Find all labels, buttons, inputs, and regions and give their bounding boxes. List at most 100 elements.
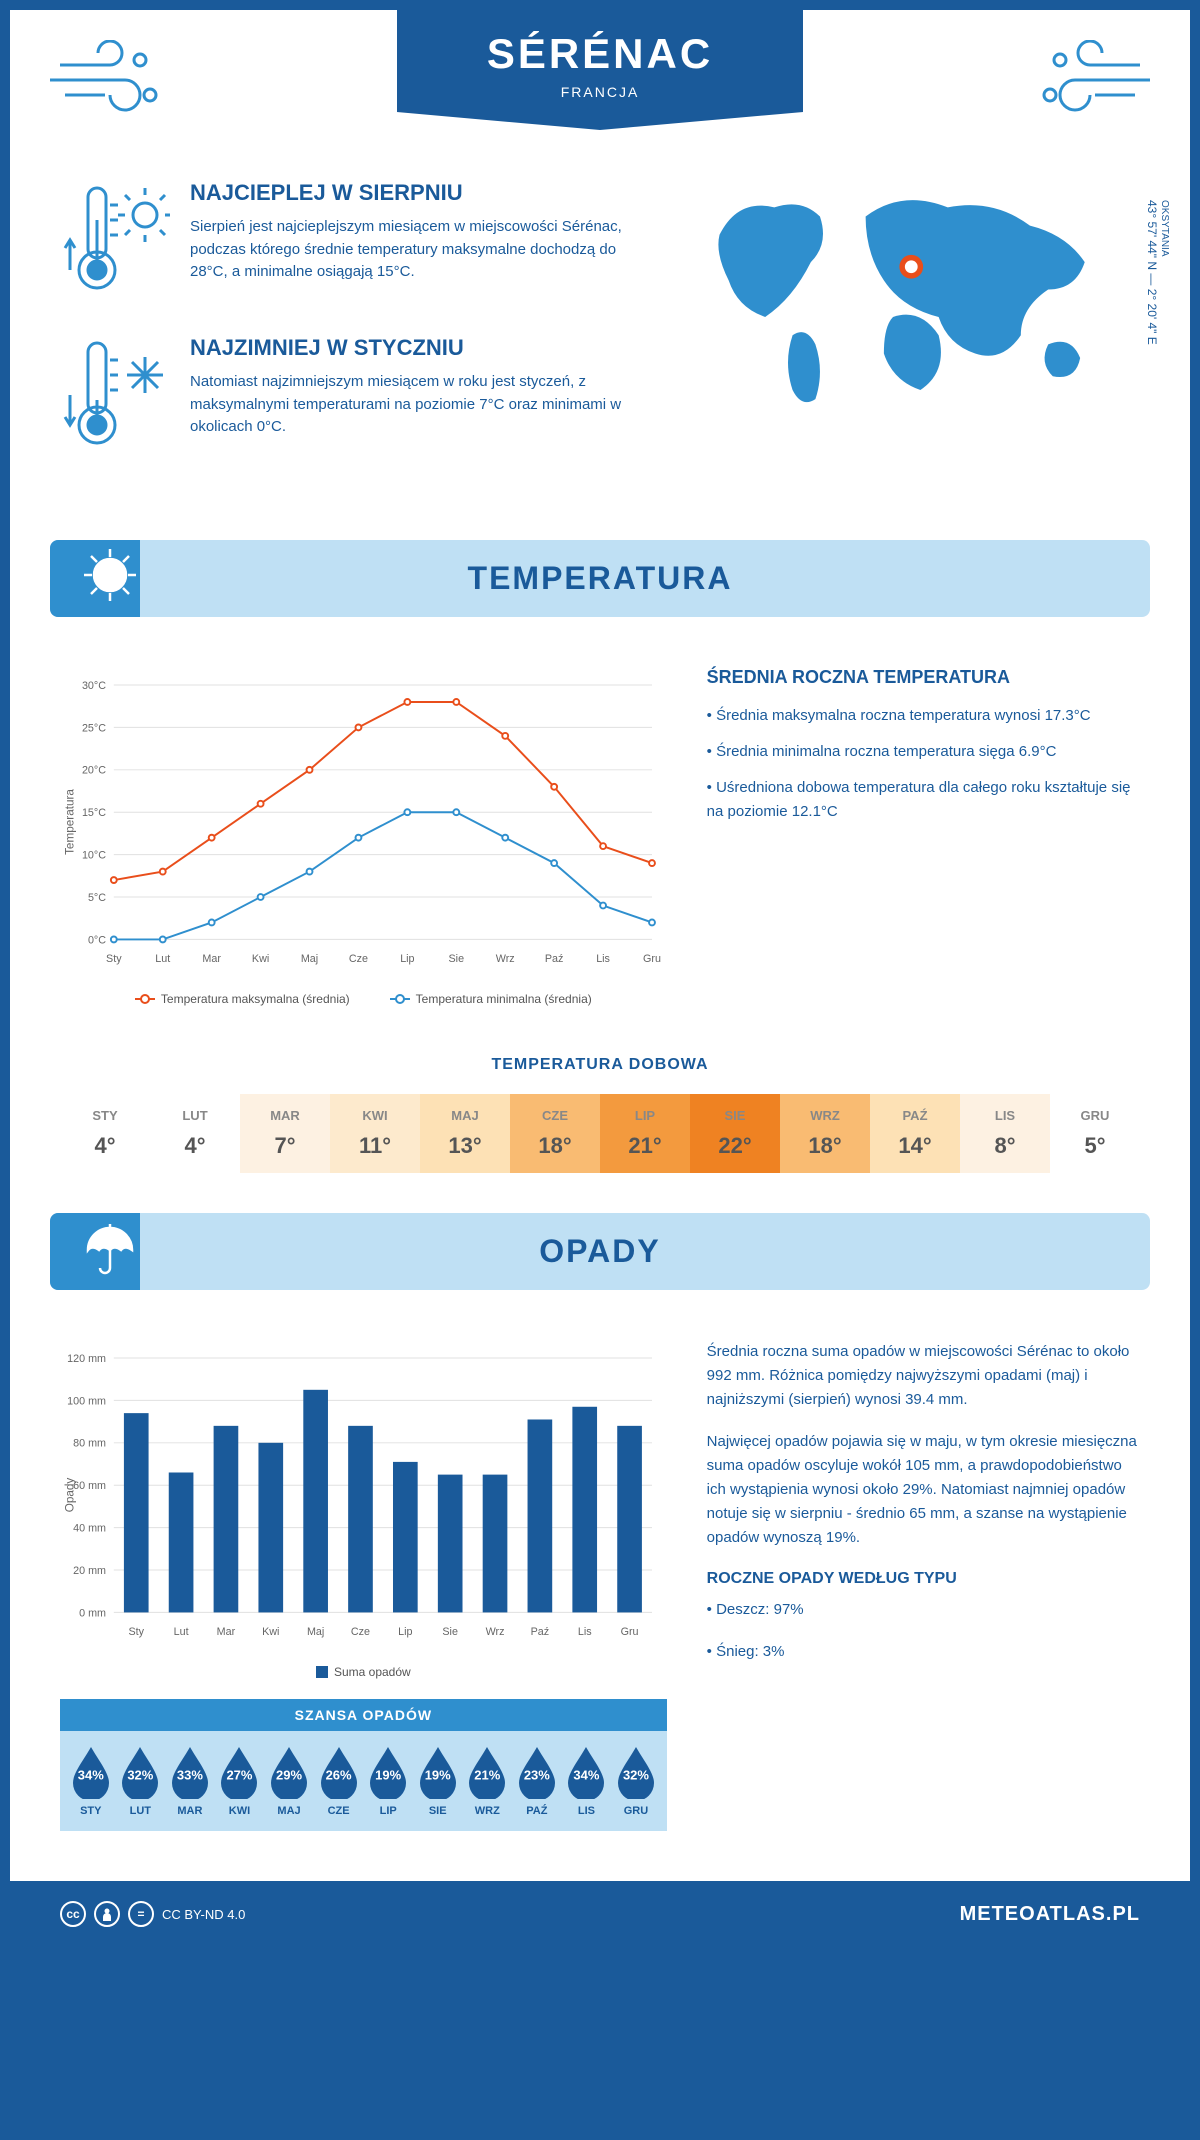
rain-p2: Najwięcej opadów pojawia się w maju, w t… — [707, 1430, 1140, 1550]
sun-icon — [80, 545, 140, 613]
svg-text:Kwi: Kwi — [262, 1626, 279, 1638]
hot-title: NAJCIEPLEJ W SIERPNIU — [190, 180, 653, 206]
svg-text:20°C: 20°C — [82, 765, 106, 777]
svg-text:25°C: 25°C — [82, 722, 106, 734]
coords-text: 43° 57' 44" N — 2° 20' 4" E — [1145, 200, 1159, 345]
svg-text:0 mm: 0 mm — [79, 1607, 106, 1619]
chance-cell: 29%MAJ — [264, 1745, 314, 1817]
chance-row: 34%STY32%LUT33%MAR27%KWI29%MAJ26%CZE19%L… — [60, 1731, 667, 1831]
intro-left: NAJCIEPLEJ W SIERPNIU Sierpień jest najc… — [60, 180, 653, 490]
bar-chart-legend: Suma opadów — [60, 1665, 667, 1679]
svg-text:Mar: Mar — [217, 1626, 236, 1638]
rain-p1: Średnia roczna suma opadów w miejscowośc… — [707, 1340, 1140, 1412]
chance-title: SZANSA OPADÓW — [60, 1699, 667, 1731]
coordinates: OKSYTANIA 43° 57' 44" N — 2° 20' 4" E — [1145, 200, 1170, 345]
umbrella-icon — [80, 1218, 140, 1286]
thermometer-snow-icon — [60, 335, 170, 460]
svg-text:15°C: 15°C — [82, 807, 106, 819]
chance-cell: 19%LIP — [363, 1745, 413, 1817]
svg-text:Lut: Lut — [155, 953, 170, 965]
svg-text:Sie: Sie — [449, 953, 465, 965]
temp-cell: LUT4° — [150, 1094, 240, 1173]
license-block: cc = CC BY-ND 4.0 — [60, 1901, 245, 1927]
svg-text:10°C: 10°C — [82, 850, 106, 862]
svg-text:Wrz: Wrz — [486, 1626, 505, 1638]
svg-text:Opady: Opady — [64, 1478, 77, 1513]
bar-chart-svg: 0 mm20 mm40 mm60 mm80 mm100 mm120 mmOpad… — [60, 1340, 667, 1650]
chance-cell: 19%SIE — [413, 1745, 463, 1817]
svg-text:Cze: Cze — [349, 953, 368, 965]
temp-cell: MAJ13° — [420, 1094, 510, 1173]
chance-cell: 23%PAŹ — [512, 1745, 562, 1817]
temp-cell: GRU5° — [1050, 1094, 1140, 1173]
rain-summary: Średnia roczna suma opadów w miejscowośc… — [707, 1340, 1140, 1851]
chance-cell: 32%LUT — [116, 1745, 166, 1817]
svg-text:40 mm: 40 mm — [73, 1523, 106, 1535]
svg-text:Wrz: Wrz — [496, 953, 515, 965]
region-label: OKSYTANIA — [1159, 200, 1170, 345]
chance-cell: 32%GRU — [611, 1745, 661, 1817]
rain-type-snow: • Śnieg: 3% — [707, 1640, 1140, 1664]
daily-temp-table: STY4°LUT4°MAR7°KWI11°MAJ13°CZE18°LIP21°S… — [60, 1094, 1140, 1173]
intro-section: NAJCIEPLEJ W SIERPNIU Sierpień jest najc… — [10, 150, 1190, 520]
temperature-summary: ŚREDNIA ROCZNA TEMPERATURA • Średnia mak… — [707, 667, 1140, 1006]
legend-min-label: Temperatura minimalna (średnia) — [416, 992, 592, 1006]
cc-icon: cc — [60, 1901, 86, 1927]
rain-chart-panel: 0 mm20 mm40 mm60 mm80 mm100 mm120 mmOpad… — [60, 1340, 667, 1851]
title-banner: SÉRÉNAC FRANCJA — [397, 10, 803, 130]
temp-cell: SIE22° — [690, 1094, 780, 1173]
avg-temp-bullet1: • Średnia maksymalna roczna temperatura … — [707, 704, 1140, 728]
site-name: METEOATLAS.PL — [960, 1903, 1140, 1926]
rain-title: OPADY — [539, 1233, 660, 1269]
wind-icon — [50, 40, 170, 125]
chance-cell: 34%STY — [66, 1745, 116, 1817]
temperature-title: TEMPERATURA — [468, 560, 733, 596]
legend-rain-label: Suma opadów — [334, 1665, 411, 1679]
svg-text:Kwi: Kwi — [252, 953, 269, 965]
svg-text:Gru: Gru — [643, 953, 661, 965]
temp-cell: PAŹ14° — [870, 1094, 960, 1173]
rain-body: 0 mm20 mm40 mm60 mm80 mm100 mm120 mmOpad… — [10, 1310, 1190, 1881]
cold-block: NAJZIMNIEJ W STYCZNIU Natomiast najzimni… — [60, 335, 653, 460]
svg-text:Gru: Gru — [621, 1626, 639, 1638]
chance-cell: 21%WRZ — [463, 1745, 513, 1817]
svg-text:Temperatura: Temperatura — [64, 789, 77, 855]
temperature-section-header: TEMPERATURA — [50, 540, 1150, 617]
svg-text:Lip: Lip — [398, 1626, 412, 1638]
daily-temp-title: TEMPERATURA DOBOWA — [10, 1056, 1190, 1074]
cold-description: Natomiast najzimniejszym miesiącem w rok… — [190, 371, 653, 439]
temperature-body: 0°C5°C10°C15°C20°C25°C30°CStyLutMarKwiMa… — [10, 637, 1190, 1036]
svg-text:Paź: Paź — [545, 953, 564, 965]
legend-max: Temperatura maksymalna (średnia) — [135, 992, 350, 1006]
temperature-chart: 0°C5°C10°C15°C20°C25°C30°CStyLutMarKwiMa… — [60, 667, 667, 1006]
rain-type-title: ROCZNE OPADY WEDŁUG TYPU — [707, 1570, 1140, 1588]
svg-text:Sty: Sty — [106, 953, 122, 965]
legend-rain: Suma opadów — [316, 1665, 411, 1679]
by-icon — [94, 1901, 120, 1927]
nd-icon: = — [128, 1901, 154, 1927]
map-panel: OKSYTANIA 43° 57' 44" N — 2° 20' 4" E — [683, 180, 1140, 490]
svg-text:5°C: 5°C — [88, 892, 106, 904]
svg-text:Sie: Sie — [442, 1626, 458, 1638]
legend-max-label: Temperatura maksymalna (średnia) — [161, 992, 350, 1006]
chance-cell: 33%MAR — [165, 1745, 215, 1817]
legend-min: Temperatura minimalna (średnia) — [390, 992, 592, 1006]
chance-box: SZANSA OPADÓW 34%STY32%LUT33%MAR27%KWI29… — [60, 1699, 667, 1831]
header: SÉRÉNAC FRANCJA — [10, 10, 1190, 150]
svg-text:Lip: Lip — [400, 953, 414, 965]
hot-text: NAJCIEPLEJ W SIERPNIU Sierpień jest najc… — [190, 180, 653, 305]
svg-text:0°C: 0°C — [88, 934, 106, 946]
svg-text:Maj: Maj — [301, 953, 318, 965]
svg-text:60 mm: 60 mm — [73, 1480, 106, 1492]
chance-cell: 34%LIS — [562, 1745, 612, 1817]
svg-text:120 mm: 120 mm — [67, 1353, 106, 1365]
rain-type-rain: • Deszcz: 97% — [707, 1598, 1140, 1622]
chance-cell: 27%KWI — [215, 1745, 265, 1817]
svg-text:Lis: Lis — [578, 1626, 592, 1638]
thermometer-sun-icon — [60, 180, 170, 305]
avg-temp-title: ŚREDNIA ROCZNA TEMPERATURA — [707, 667, 1140, 688]
svg-text:Lis: Lis — [596, 953, 610, 965]
hot-block: NAJCIEPLEJ W SIERPNIU Sierpień jest najc… — [60, 180, 653, 305]
hot-description: Sierpień jest najcieplejszym miesiącem w… — [190, 216, 653, 284]
temp-cell: LIS8° — [960, 1094, 1050, 1173]
